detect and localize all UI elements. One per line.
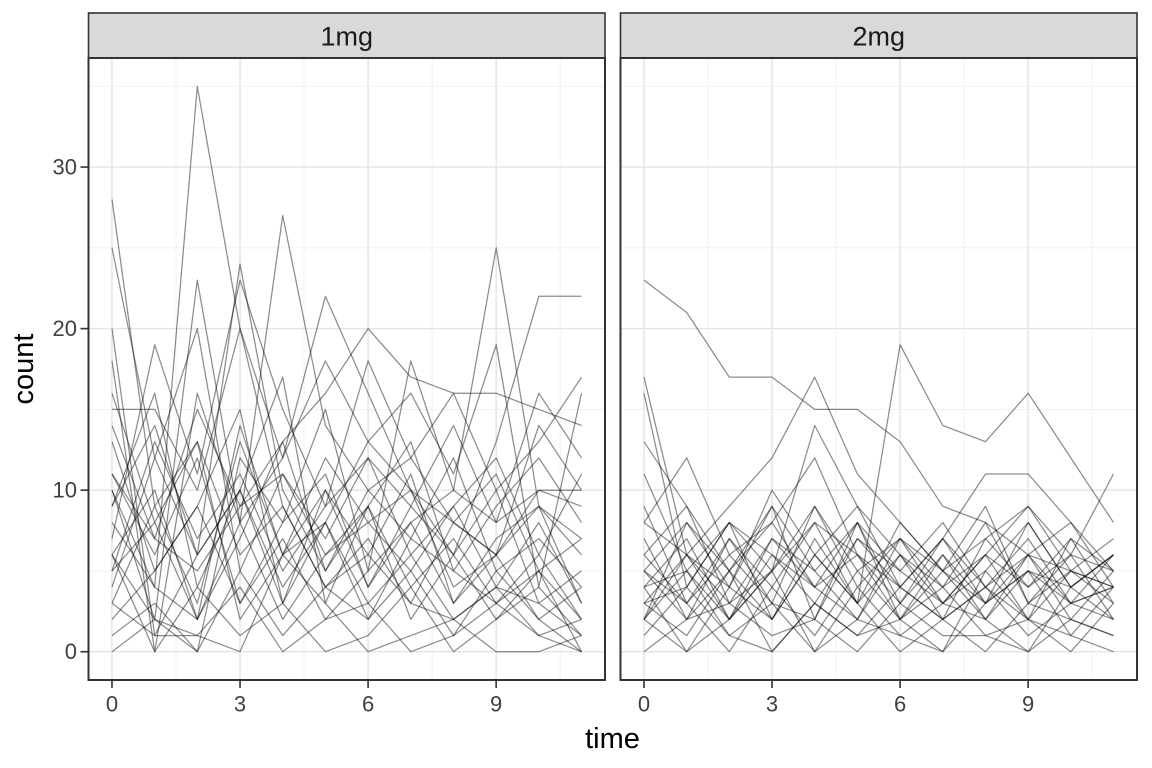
facet-strip-label: 1mg <box>320 22 373 52</box>
x-tick-label: 0 <box>106 692 118 717</box>
series-line <box>643 393 1114 604</box>
series-line <box>643 457 1114 604</box>
facet-strip <box>619 12 1138 59</box>
x-tick-label: 6 <box>894 692 906 717</box>
x-tick-label: 3 <box>234 692 246 717</box>
series-line <box>111 441 583 604</box>
facet-strip-label: 2mg <box>852 22 905 52</box>
series-line <box>111 279 583 539</box>
series-line <box>111 214 582 621</box>
series-line <box>111 570 582 653</box>
series-line <box>643 441 1114 588</box>
series-line <box>111 199 582 637</box>
series-line <box>643 376 1115 604</box>
series-line <box>643 570 1114 653</box>
y-tick-label: 10 <box>53 478 77 503</box>
x-tick-label: 9 <box>490 692 502 717</box>
y-tick-label: 20 <box>53 316 77 341</box>
series-line <box>111 344 583 653</box>
series-line <box>643 570 1114 653</box>
series-line <box>643 505 1114 621</box>
series-line <box>643 554 1114 653</box>
panel-background <box>620 58 1137 680</box>
facet-strip <box>87 12 606 59</box>
series-line <box>643 505 1114 621</box>
panel-background <box>88 58 605 680</box>
series-line <box>111 327 582 588</box>
series-line <box>643 521 1115 621</box>
series-line <box>643 521 1114 621</box>
series-line <box>111 554 583 653</box>
x-tick-label: 9 <box>1022 692 1034 717</box>
series-line <box>643 376 1114 621</box>
series-line <box>111 505 582 621</box>
series-line <box>643 279 1114 588</box>
x-tick-label: 0 <box>638 692 650 717</box>
series-line <box>643 602 1114 653</box>
series-line <box>643 344 1115 620</box>
series-line <box>643 537 1114 621</box>
series-line <box>111 408 582 604</box>
series-line <box>643 570 1114 653</box>
series-group <box>111 85 583 653</box>
series-line <box>111 570 582 653</box>
series-line <box>111 489 582 637</box>
series-line <box>111 457 582 604</box>
series-line <box>111 327 582 540</box>
series-line <box>111 441 582 621</box>
series-line <box>111 247 583 621</box>
series-group <box>643 279 1115 653</box>
series-line <box>643 521 1115 621</box>
series-line <box>643 521 1114 621</box>
series-line <box>111 554 582 653</box>
series-line <box>111 328 583 637</box>
series-line <box>643 586 1114 653</box>
series-line <box>111 85 582 653</box>
series-line <box>111 295 582 604</box>
y-axis-title: count <box>8 334 40 405</box>
series-line <box>643 570 1114 653</box>
series-line <box>111 441 582 604</box>
y-tick-label: 0 <box>65 639 77 664</box>
series-line <box>111 360 583 653</box>
x-tick-label: 6 <box>362 692 374 717</box>
series-line <box>111 247 582 620</box>
panel-border <box>87 57 606 681</box>
x-axis-title: time <box>585 723 640 755</box>
series-line <box>111 376 583 604</box>
series-line <box>643 506 1114 621</box>
series-line <box>111 425 582 588</box>
series-line <box>643 505 1114 621</box>
panel-border <box>619 57 1138 681</box>
y-tick-label: 30 <box>53 155 77 180</box>
series-line <box>643 521 1114 621</box>
series-line <box>643 473 1115 621</box>
x-tick-label: 3 <box>766 692 778 717</box>
series-line <box>112 295 583 556</box>
series-line <box>111 393 583 621</box>
series-line <box>643 505 1114 621</box>
